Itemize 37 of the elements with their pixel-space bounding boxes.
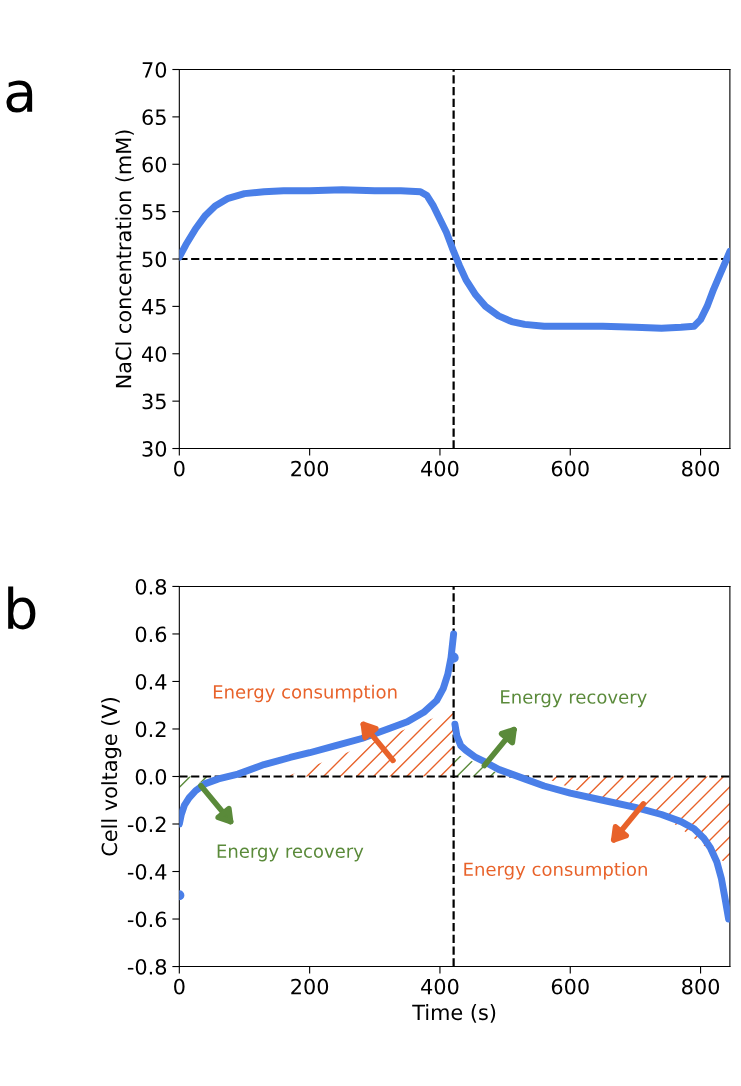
y-tick-label: 0.4 (135, 673, 167, 690)
y-tick-label: -0.6 (127, 911, 167, 928)
y-tick-label: 65 (142, 109, 166, 126)
y-tick-label: 30 (142, 440, 167, 457)
y-tick-label: 60 (142, 156, 167, 173)
annotation: Energy recovery (217, 844, 364, 862)
y-tick-label: -0.2 (127, 816, 166, 833)
chart-title: a (6, 80, 33, 113)
y-tick-label: -0.8 (127, 958, 167, 975)
y-axis-title: NaCl concentration (mM) (115, 130, 134, 388)
x-tick-label: 0 (174, 460, 185, 477)
x-tick-label: 400 (421, 460, 459, 477)
y-axis-title: Cell voltage (V) (101, 698, 122, 856)
x-tick-label: 0 (174, 978, 185, 995)
chart-title: b (8, 586, 36, 630)
x-tick-label: 400 (421, 978, 459, 995)
y-tick-label: 50 (142, 251, 167, 268)
x-tick-label: 600 (551, 460, 589, 477)
x-tick-label: 800 (682, 460, 720, 477)
annotation: Energy consumption (213, 684, 397, 703)
y-tick-label: 70 (142, 61, 167, 78)
y-tick-label: 55 (142, 204, 166, 220)
y-tick-label: 40 (142, 346, 167, 362)
y-tick-label: 0.0 (135, 768, 167, 785)
x-tick-label: 800 (682, 978, 720, 995)
x-tick-label: 600 (551, 978, 589, 995)
annotation: Energy recovery (501, 690, 647, 708)
annotation: Energy consumption (464, 862, 647, 880)
y-tick-label: -0.4 (127, 863, 167, 880)
y-tick-label: 0.6 (135, 626, 167, 643)
y-tick-label: 45 (142, 299, 166, 315)
x-axis-title: Time (s) (412, 1004, 496, 1023)
y-tick-label: 35 (142, 393, 166, 410)
x-tick-label: 200 (291, 978, 329, 995)
x-tick-label: 200 (291, 460, 329, 477)
y-tick-label: 0.2 (135, 721, 166, 738)
y-tick-label: 0.8 (135, 578, 167, 595)
